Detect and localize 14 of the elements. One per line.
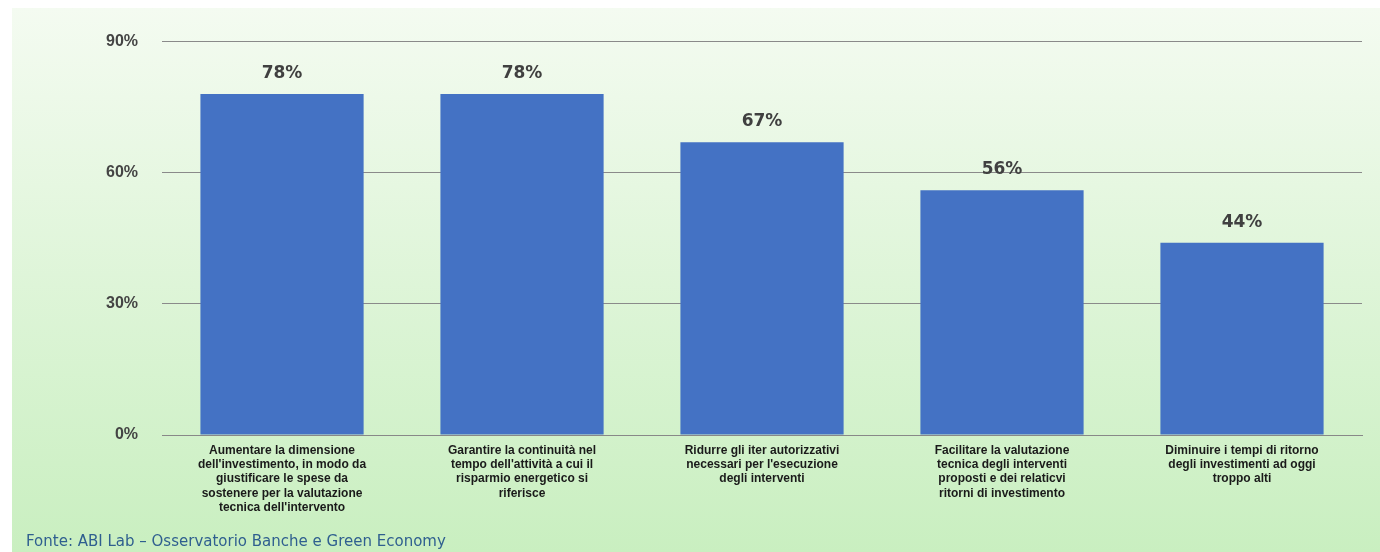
y-tick-label: 90% [105,32,139,50]
x-tick-label: Aumentare la dimensione dell'investimento, in modo da giustificare le spese da sostenere per la valutazione tecnica dell'intervento [197,442,367,515]
data-label: 44% [1221,210,1263,231]
data-label: 67% [741,110,783,131]
data-label: 78% [261,61,303,82]
data-label: 78% [501,61,543,82]
x-tick-label: Ridurre gli iter autorizzativi necessari per l'esecuzione degli interventi [684,442,840,486]
x-tick-label: Facilitare la valutazione tecnica degli interventi proposti e dei relaticvi ritorni di investimento [934,442,1070,500]
y-tick-label: 60% [105,163,139,181]
source-note: Fonte: ABI Lab – Osservatorio Banche e Green Economy [26,532,446,550]
y-tick-label: 30% [105,294,139,312]
y-tick-label: 0% [114,425,139,443]
x-tick-label: Garantire la continuità nel tempo dell'attività a cui il risparmio energetico si riferisce [448,442,597,500]
x-tick-label: Diminuire i tempi di ritorno degli investimenti ad oggi troppo alti [1165,442,1319,486]
